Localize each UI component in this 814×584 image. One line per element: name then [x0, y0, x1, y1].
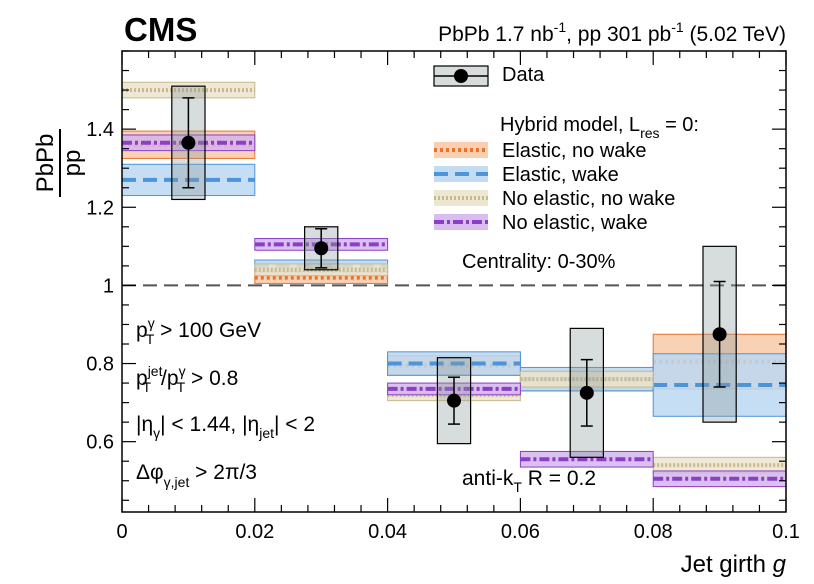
y-tick-label: 1.4	[86, 119, 114, 141]
x-tick-label: 0.1	[772, 521, 800, 543]
x-tick-label: 0.08	[634, 521, 673, 543]
x-tick-label: 0.02	[235, 521, 274, 543]
data-point	[181, 135, 196, 150]
legend-label-elastic-no-wake: Elastic, no wake	[502, 140, 647, 162]
y-axis-title-numerator: PbPb	[32, 134, 59, 193]
cut-eta: |ηγ| < 1.44, |ηjet| < 2	[136, 413, 315, 441]
x-axis-title: Jet girth g	[681, 551, 787, 578]
cut-delta-phi: Δφγ,jet > 2π/3	[136, 461, 257, 490]
data-point	[447, 393, 461, 408]
data-point	[579, 385, 594, 400]
lumi-sup2: -1	[671, 19, 684, 35]
y-tick-label: 1	[103, 275, 114, 297]
lumi-part3: (5.02 TeV)	[684, 23, 786, 46]
x-tick-label: 0.04	[368, 521, 407, 543]
legend-symbol-no-elastic-no-wake-band	[434, 190, 488, 206]
legend-model-title-text: Hybrid model, L	[500, 114, 640, 136]
x-tick-label: 0	[116, 521, 127, 543]
lumi-sup1: -1	[554, 19, 567, 35]
x-axis-title-text: Jet girth	[681, 551, 766, 578]
experiment-label: CMS	[124, 11, 197, 48]
legend-model-title-sub: res	[640, 125, 659, 141]
y-axis-title: PbPb pp	[32, 129, 86, 197]
lumi-part1: PbPb 1.7 nb	[438, 23, 554, 46]
y-tick-label: 1.2	[86, 197, 114, 219]
x-axis-title-var: g	[773, 551, 787, 578]
legend-model-title-tail: = 0:	[660, 114, 699, 136]
x-tick-label: 0.06	[501, 521, 540, 543]
legend-label-no-elastic-wake: No elastic, wake	[502, 212, 648, 234]
lumi-part2: , pp 301 pb	[566, 23, 671, 46]
legend-label-no-elastic-no-wake: No elastic, no wake	[502, 188, 675, 210]
jet-algo-label: anti-kT R = 0.2	[462, 467, 596, 495]
y-tick-label: 0.8	[86, 354, 114, 376]
plot-frame	[121, 50, 787, 513]
legend-symbol-data-marker	[454, 69, 468, 83]
cut-pt: pγ T > 100 GeV	[136, 315, 261, 347]
legend-label-elastic-wake: Elastic, wake	[502, 164, 619, 186]
cut-pt-ratio: pjet T/pγ T > 0.8	[136, 363, 238, 395]
data-point	[314, 241, 329, 256]
legend-label-data: Data	[502, 64, 545, 86]
data-point	[712, 327, 727, 342]
legend-model-title: Hybrid model, Lres = 0:	[500, 114, 699, 141]
y-axis-title-denominator: pp	[59, 150, 86, 177]
y-tick-label: 0.6	[86, 432, 114, 454]
lumi-label: PbPb 1.7 nb-1, pp 301 pb-1 (5.02 TeV)	[438, 19, 786, 46]
centrality-label: Centrality: 0-30%	[462, 251, 616, 273]
